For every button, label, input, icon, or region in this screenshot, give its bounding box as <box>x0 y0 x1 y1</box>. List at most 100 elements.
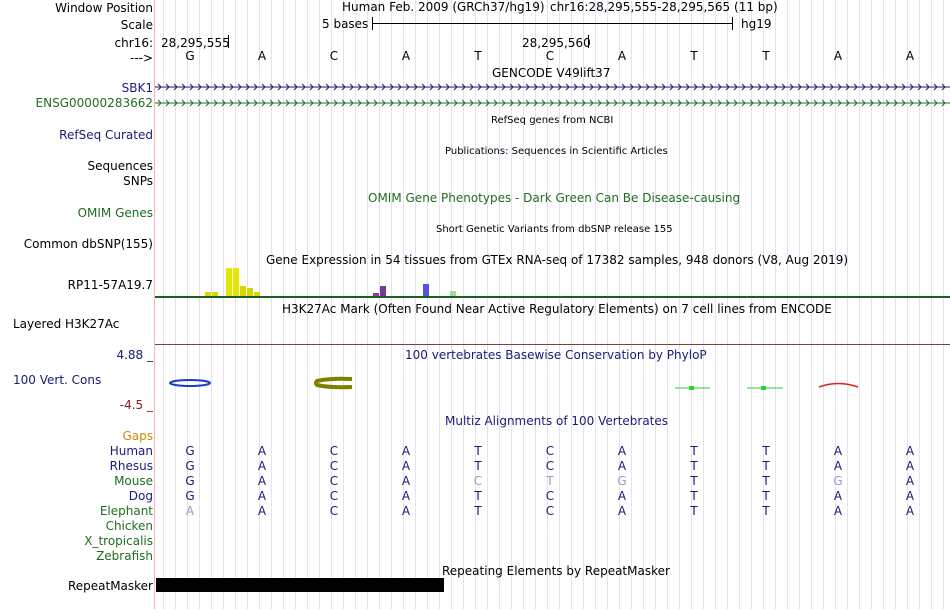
gtex-bar[interactable] <box>226 268 232 296</box>
species-label[interactable]: Human <box>109 444 153 458</box>
gridline <box>391 0 392 609</box>
gtex-bar[interactable] <box>247 288 253 296</box>
gene-ensg00000283662[interactable] <box>155 97 950 109</box>
track-label-refseq[interactable]: RefSeq Curated <box>59 128 153 142</box>
gridline <box>703 0 704 609</box>
gtex-bar[interactable] <box>373 293 379 296</box>
aligned-base: A <box>905 459 915 473</box>
aligned-base: T <box>690 474 698 488</box>
refseq-title: RefSeq genes from NCBI <box>491 115 614 126</box>
coord-left-tick <box>228 35 229 48</box>
scale-bar-left-tick <box>372 17 373 30</box>
track-label-omim[interactable]: OMIM Genes <box>77 206 153 220</box>
species-label[interactable]: Elephant <box>99 504 153 518</box>
gridline <box>799 0 800 609</box>
gridline <box>163 0 164 609</box>
aligned-base: C <box>545 459 555 473</box>
track-label-gtex[interactable]: RP11-57A19.7 <box>67 278 153 292</box>
gridline <box>739 0 740 609</box>
species-label[interactable]: X_tropicalis <box>84 534 153 548</box>
aligned-base: C <box>329 459 339 473</box>
track-label-repeatmasker[interactable]: RepeatMasker <box>67 579 153 593</box>
gridline <box>883 0 884 609</box>
species-label[interactable]: Dog <box>128 489 153 503</box>
aligned-base: C <box>329 444 339 458</box>
reference-base: C <box>329 49 339 63</box>
gridline <box>547 0 548 609</box>
gridline <box>427 0 428 609</box>
gtex-bar[interactable] <box>254 292 260 296</box>
aligned-base: T <box>762 459 770 473</box>
gridline <box>595 0 596 609</box>
gridline <box>751 0 752 609</box>
aligned-base: C <box>329 489 339 503</box>
gtex-bar[interactable] <box>205 292 211 296</box>
gridline <box>931 0 932 609</box>
reference-base: T <box>762 49 770 63</box>
gridline <box>259 0 260 609</box>
gtex-bar[interactable] <box>380 286 386 296</box>
track-label-h3k27ac[interactable]: Layered H3K27Ac <box>13 317 120 331</box>
gtex-bar[interactable] <box>240 286 246 296</box>
cons-glyphs[interactable] <box>155 370 950 400</box>
reference-base: T <box>474 49 482 63</box>
scale-label: Scale <box>120 18 153 32</box>
aligned-base: A <box>401 489 411 503</box>
gridline <box>679 0 680 609</box>
chrom-label: chr16: <box>114 36 153 50</box>
aligned-base: C <box>545 489 555 503</box>
gtex-baseline <box>155 296 950 298</box>
coord-mid-tick <box>588 35 589 48</box>
scale-bar <box>372 23 732 24</box>
gridline <box>187 0 188 609</box>
gridline <box>451 0 452 609</box>
aligned-base: T <box>762 489 770 503</box>
gtex-bar[interactable] <box>450 291 456 296</box>
track-label-ensg[interactable]: ENSG00000283662 <box>35 96 153 110</box>
track-label-dbsnp[interactable]: Common dbSNP(155) <box>23 237 153 251</box>
h3k27ac-title: H3K27Ac Mark (Often Found Near Active Re… <box>282 302 832 316</box>
species-label[interactable]: Mouse <box>114 474 153 488</box>
aligned-base: A <box>617 444 627 458</box>
species-label[interactable]: Chicken <box>105 519 153 533</box>
coord-mid: 28,295,560 <box>522 36 591 50</box>
repeatmasker-title: Repeating Elements by RepeatMasker <box>442 564 670 578</box>
track-label-sequences[interactable]: Sequences <box>87 159 153 173</box>
aligned-base: T <box>690 504 698 518</box>
gridline <box>823 0 824 609</box>
aligned-base: C <box>545 504 555 518</box>
gtex-bar[interactable] <box>233 268 239 296</box>
gridline <box>343 0 344 609</box>
species-label[interactable]: Rhesus <box>109 459 153 473</box>
reference-base: G <box>185 49 195 63</box>
track-label-gaps[interactable]: Gaps <box>122 429 153 443</box>
gridline <box>943 0 944 609</box>
track-label-sbk1[interactable]: SBK1 <box>121 81 153 95</box>
gridline <box>211 0 212 609</box>
species-label[interactable]: Zebrafish <box>96 549 153 563</box>
track-label-cons[interactable]: 100 Vert. Cons <box>13 373 102 387</box>
aligned-base: A <box>617 459 627 473</box>
gridline <box>859 0 860 609</box>
gridline <box>235 0 236 609</box>
track-label-snps[interactable]: SNPs <box>123 174 153 188</box>
aligned-base: A <box>257 474 267 488</box>
gtex-bar[interactable] <box>423 284 429 296</box>
gridline <box>643 0 644 609</box>
repeatmasker-block[interactable] <box>156 578 444 592</box>
coord-left: 28,295,555 <box>161 36 230 50</box>
reference-base: C <box>545 49 555 63</box>
gtex-bar[interactable] <box>212 292 218 296</box>
aligned-base: A <box>833 444 843 458</box>
aligned-base: T <box>762 504 770 518</box>
multiz-title: Multiz Alignments of 100 Vertebrates <box>445 414 669 428</box>
aligned-base: A <box>257 459 267 473</box>
gridline <box>175 0 176 609</box>
aligned-base: A <box>401 474 411 488</box>
gridline <box>619 0 620 609</box>
gene-sbk1[interactable] <box>155 81 950 93</box>
browser-image[interactable] <box>155 0 950 609</box>
gridline <box>475 0 476 609</box>
label-separator <box>154 0 155 609</box>
aligned-base: A <box>833 459 843 473</box>
